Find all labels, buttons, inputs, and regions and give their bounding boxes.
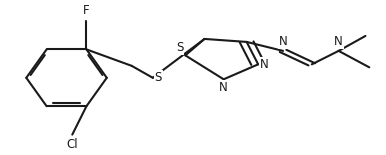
Text: N: N (260, 58, 269, 71)
Text: Cl: Cl (66, 138, 78, 151)
Text: F: F (83, 4, 90, 17)
Text: N: N (219, 81, 228, 94)
Text: S: S (176, 41, 183, 54)
Text: S: S (155, 71, 162, 84)
Text: N: N (279, 35, 288, 48)
Text: N: N (334, 35, 343, 48)
